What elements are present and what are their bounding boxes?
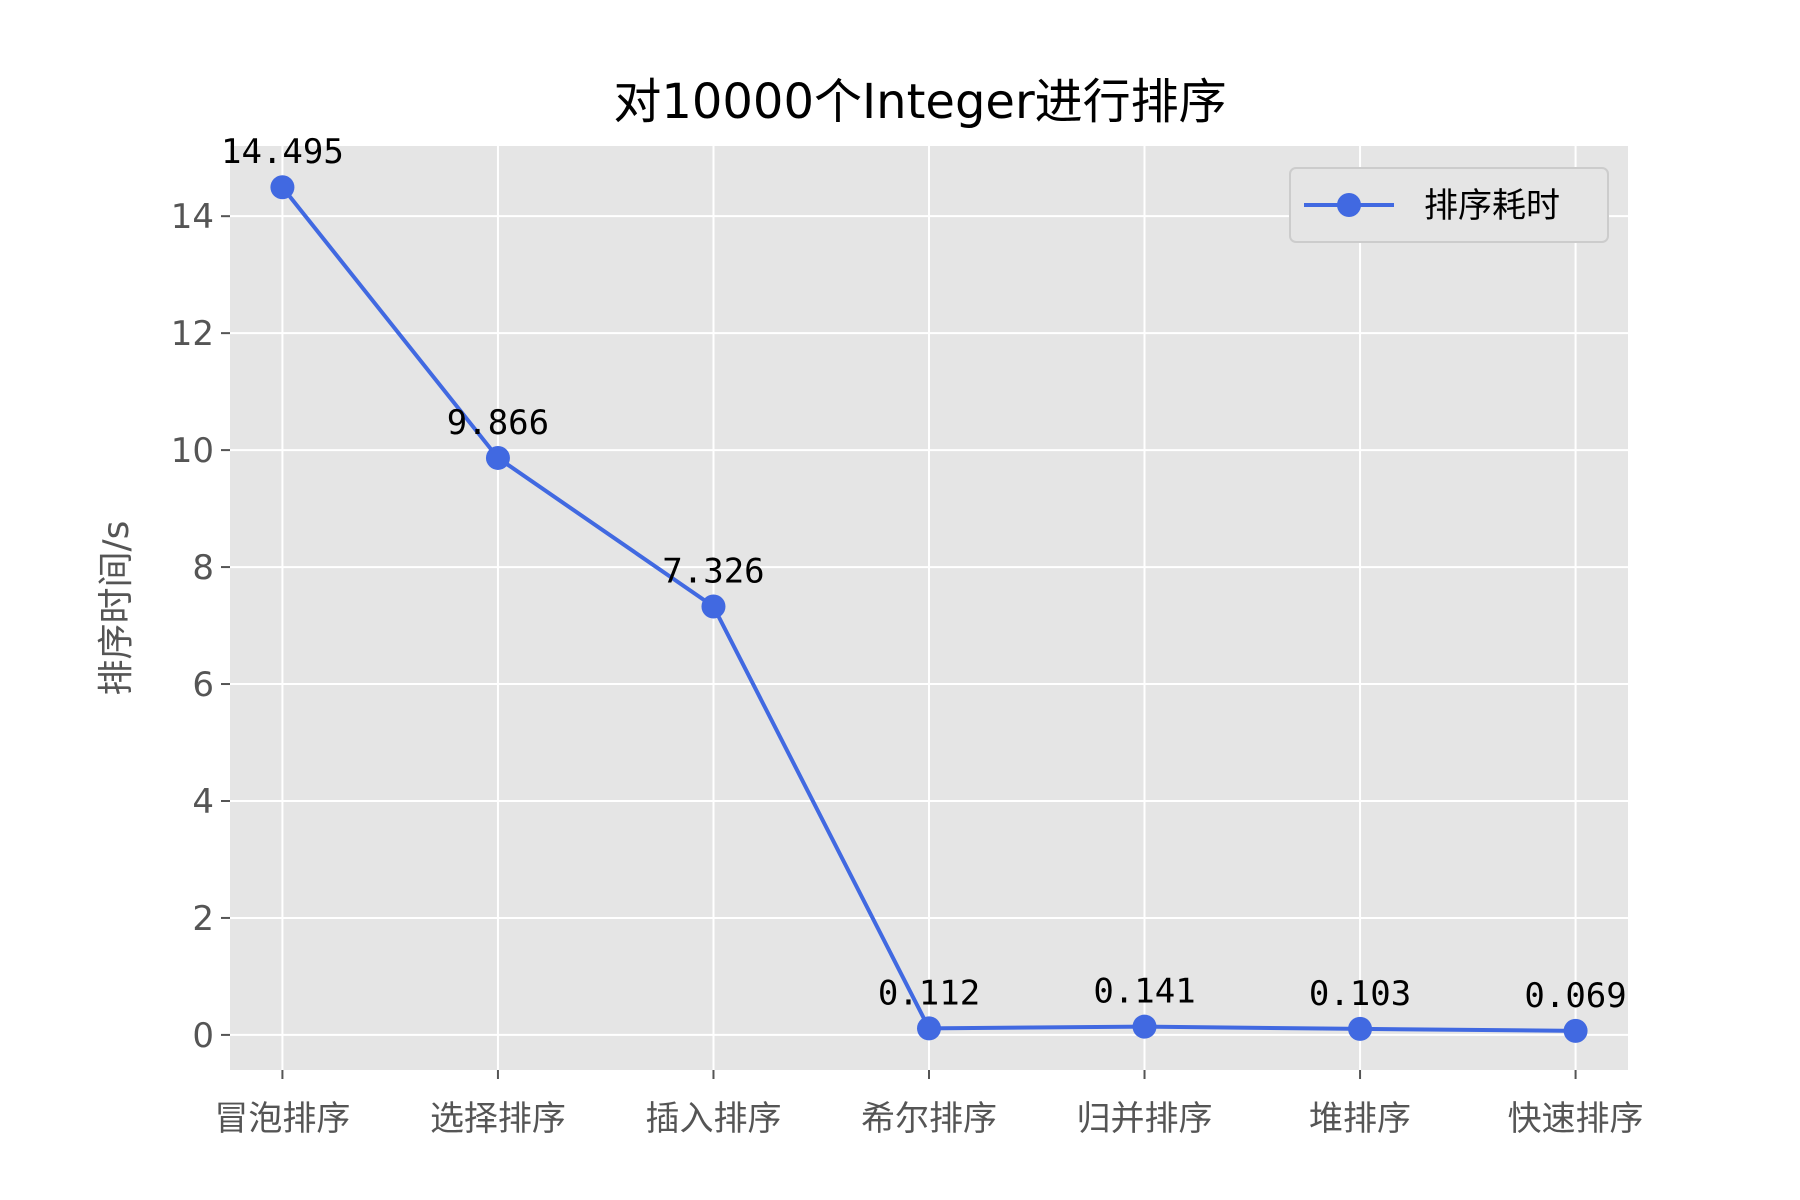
chart-title: 对10000个Integer进行排序 bbox=[613, 74, 1226, 130]
y-axis-label: 排序时间/s bbox=[96, 521, 137, 696]
y-tick-label: 2 bbox=[192, 899, 214, 939]
y-tick-label: 6 bbox=[192, 665, 214, 705]
x-tick-label: 归并排序 bbox=[1077, 1099, 1213, 1139]
y-tick-label: 4 bbox=[192, 782, 214, 822]
legend-entry-label: 排序耗时 bbox=[1424, 186, 1560, 226]
data-label: 0.141 bbox=[1093, 972, 1195, 1012]
x-tick-label: 堆排序 bbox=[1309, 1099, 1411, 1139]
x-tick-label: 插入排序 bbox=[645, 1099, 781, 1139]
data-point bbox=[917, 1016, 941, 1041]
y-tick-label: 12 bbox=[171, 314, 214, 354]
x-tick-label: 冒泡排序 bbox=[214, 1099, 350, 1139]
data-label: 0.112 bbox=[878, 973, 980, 1013]
y-tick-label: 0 bbox=[192, 1016, 214, 1056]
y-tick-label: 10 bbox=[171, 431, 214, 471]
x-tick-label: 选择排序 bbox=[430, 1099, 566, 1139]
data-point bbox=[1563, 1018, 1588, 1043]
legend-marker-swatch bbox=[1337, 193, 1361, 217]
x-tick-label: 希尔排序 bbox=[861, 1099, 997, 1139]
y-tick-label: 14 bbox=[171, 197, 214, 237]
data-point bbox=[1132, 1014, 1157, 1039]
axes: 0 2 4 6 8 10 12 14 冒泡排序 选择排序 插入排序 希尔排序 归并排序 堆排序 快速排序 bbox=[171, 197, 1644, 1139]
data-point bbox=[701, 594, 726, 619]
data-label: 7.326 bbox=[662, 551, 764, 591]
legend: 排序耗时 bbox=[1289, 167, 1609, 243]
data-label: 0.069 bbox=[1524, 976, 1626, 1016]
data-labels: 14.495 9.866 7.326 0.112 0.141 0.103 0.069 bbox=[221, 132, 1627, 1016]
x-tick-label: 快速排序 bbox=[1508, 1099, 1644, 1139]
data-point bbox=[270, 175, 295, 200]
series-group bbox=[270, 175, 1588, 1043]
data-label: 9.866 bbox=[447, 403, 549, 443]
y-tick-label: 8 bbox=[192, 548, 214, 588]
data-label: 0.103 bbox=[1309, 974, 1411, 1014]
legend-box bbox=[1289, 167, 1609, 243]
data-point bbox=[485, 445, 510, 470]
data-label: 14.495 bbox=[221, 132, 344, 172]
data-point bbox=[1348, 1016, 1373, 1041]
